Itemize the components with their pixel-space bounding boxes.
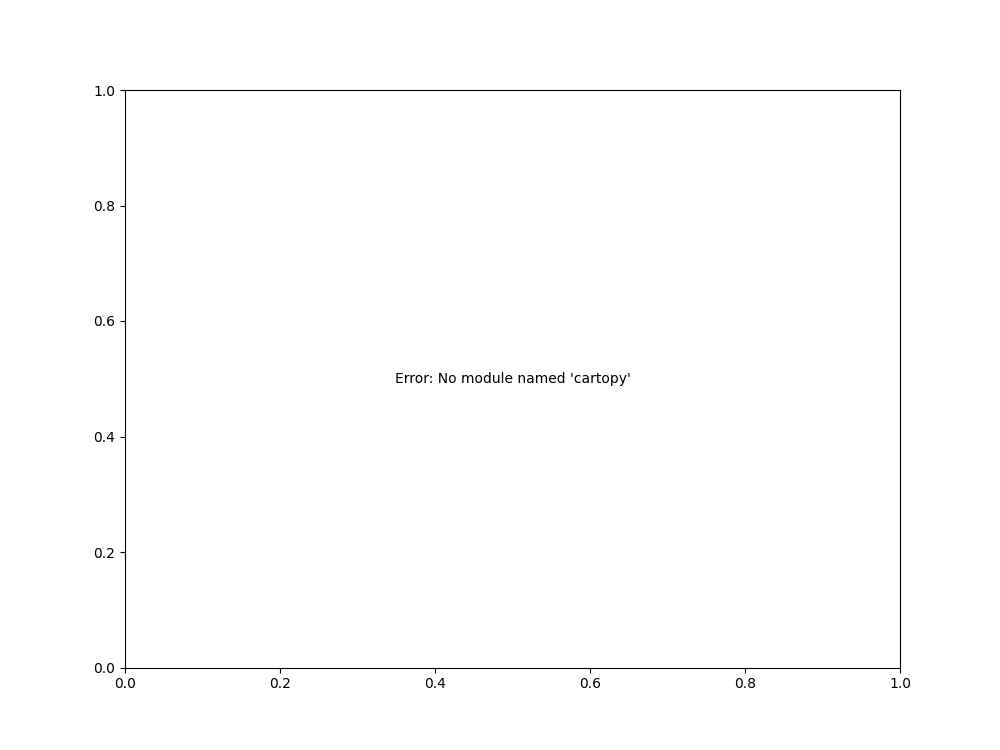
Text: Error: No module named 'cartopy': Error: No module named 'cartopy' (395, 372, 630, 386)
